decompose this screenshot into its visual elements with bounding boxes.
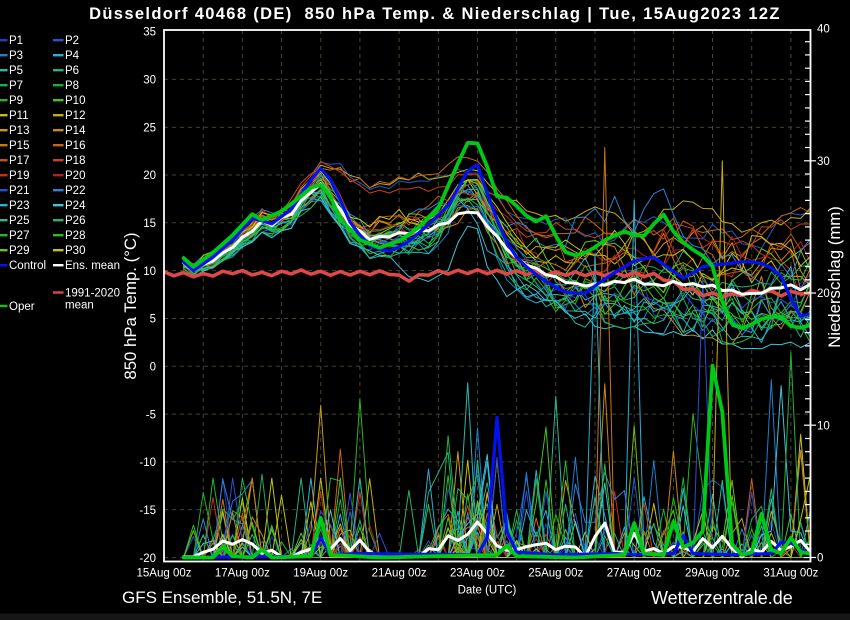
svg-text:P1: P1 (9, 35, 23, 47)
svg-text:29Aug 00z: 29Aug 00z (685, 568, 740, 580)
svg-text:21Aug 00z: 21Aug 00z (372, 568, 427, 580)
svg-text:P2: P2 (65, 35, 79, 47)
svg-text:P14: P14 (65, 125, 86, 137)
svg-text:P12: P12 (65, 110, 85, 122)
svg-text:GFS Ensemble, 51.5N, 7E: GFS Ensemble, 51.5N, 7E (122, 588, 322, 607)
svg-text:P29: P29 (9, 245, 29, 257)
svg-text:20: 20 (143, 170, 156, 182)
svg-text:P23: P23 (9, 200, 29, 212)
svg-text:-10: -10 (139, 457, 156, 469)
svg-text:P7: P7 (9, 80, 23, 92)
svg-text:5: 5 (150, 314, 156, 326)
svg-text:P30: P30 (65, 245, 85, 257)
svg-text:Niederschlag (mm): Niederschlag (mm) (825, 206, 844, 348)
svg-text:15Aug 00z: 15Aug 00z (137, 568, 192, 580)
svg-text:P10: P10 (65, 95, 85, 107)
svg-text:P25: P25 (9, 215, 29, 227)
svg-text:P19: P19 (9, 170, 29, 182)
svg-text:P17: P17 (9, 155, 29, 167)
svg-text:35: 35 (143, 27, 156, 39)
svg-text:0: 0 (817, 553, 823, 565)
svg-text:19Aug 00z: 19Aug 00z (293, 568, 348, 580)
svg-text:P18: P18 (65, 155, 85, 167)
svg-text:-15: -15 (139, 505, 156, 517)
svg-text:Wetterzentrale.de: Wetterzentrale.de (651, 588, 793, 608)
svg-text:P11: P11 (9, 110, 29, 122)
svg-text:850 hPa Temp. (°C): 850 hPa Temp. (°C) (121, 232, 140, 379)
svg-text:15: 15 (143, 218, 156, 230)
svg-text:40: 40 (817, 24, 830, 36)
svg-text:17Aug 00z: 17Aug 00z (215, 568, 270, 580)
svg-text:25Aug 00z: 25Aug 00z (528, 568, 583, 580)
svg-text:0: 0 (150, 362, 156, 374)
svg-text:P6: P6 (65, 65, 79, 77)
svg-text:-20: -20 (139, 553, 156, 565)
svg-text:P26: P26 (65, 215, 85, 227)
svg-text:P15: P15 (9, 140, 29, 152)
svg-text:Oper: Oper (9, 301, 35, 313)
svg-text:P5: P5 (9, 65, 23, 77)
svg-text:23Aug 00z: 23Aug 00z (450, 568, 505, 580)
svg-text:Control: Control (9, 260, 46, 272)
svg-text:P4: P4 (65, 50, 80, 62)
svg-text:P9: P9 (9, 95, 23, 107)
svg-text:P20: P20 (65, 170, 85, 182)
svg-text:27Aug 00z: 27Aug 00z (607, 568, 662, 580)
svg-text:31Aug 00z: 31Aug 00z (763, 568, 818, 580)
svg-text:Düsseldorf 40468 (DE) 850 hPa: Düsseldorf 40468 (DE) 850 hPa Temp. & Ni… (89, 5, 781, 23)
svg-text:P16: P16 (65, 140, 85, 152)
svg-text:Date (UTC): Date (UTC) (458, 585, 517, 597)
svg-text:P24: P24 (65, 200, 86, 212)
svg-text:20: 20 (817, 288, 830, 300)
svg-text:Ens. mean: Ens. mean (65, 260, 120, 272)
svg-text:30: 30 (143, 75, 156, 87)
svg-text:25: 25 (143, 122, 156, 134)
svg-text:P3: P3 (9, 50, 23, 62)
svg-text:P22: P22 (65, 185, 85, 197)
svg-text:P13: P13 (9, 125, 29, 137)
svg-text:1991-2020: 1991-2020 (65, 288, 120, 300)
svg-text:P8: P8 (65, 80, 79, 92)
svg-text:P27: P27 (9, 230, 29, 242)
svg-text:10: 10 (817, 420, 830, 432)
svg-text:10: 10 (143, 266, 156, 278)
svg-text:P28: P28 (65, 230, 85, 242)
svg-text:-5: -5 (146, 409, 156, 421)
svg-text:mean: mean (65, 299, 94, 311)
svg-text:P21: P21 (9, 185, 29, 197)
svg-text:30: 30 (817, 156, 830, 168)
